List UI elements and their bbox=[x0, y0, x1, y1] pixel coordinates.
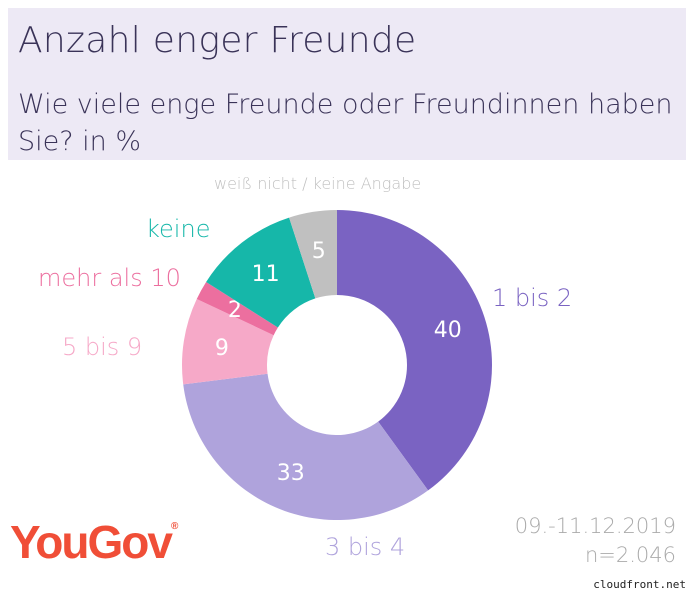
slice-value-0: 40 bbox=[434, 318, 462, 343]
survey-date: 09.-11.12.2019 bbox=[514, 514, 676, 538]
chart-title: Anzahl enger Freunde bbox=[18, 20, 417, 61]
title-box: Anzahl enger Freunde Wie viele enge Freu… bbox=[8, 8, 686, 160]
slice-value-5: 5 bbox=[312, 239, 326, 264]
yougov-logo: YouGov® bbox=[10, 516, 179, 568]
label-mehr-als-10: mehr als 10 bbox=[38, 264, 181, 292]
label-weiss-nicht: weiß nicht / keine Angabe bbox=[214, 174, 422, 193]
label-3-bis-4: 3 bis 4 bbox=[325, 533, 406, 561]
slice-value-1: 33 bbox=[277, 461, 305, 486]
label-5-bis-9: 5 bis 9 bbox=[62, 333, 143, 361]
slice-1 bbox=[183, 373, 429, 521]
chart-subtitle: Wie viele enge Freunde oder Freundinnen … bbox=[18, 89, 673, 157]
sample-size: n=2.046 bbox=[584, 543, 676, 567]
slice-0 bbox=[337, 210, 492, 491]
survey-meta: 09.-11.12.2019 n=2.046 bbox=[515, 512, 676, 570]
label-keine: keine bbox=[146, 215, 211, 243]
label-1-bis-2: 1 bis 2 bbox=[492, 284, 573, 312]
slice-4 bbox=[206, 217, 316, 328]
source-watermark: cloudfront.net bbox=[593, 578, 686, 591]
logo-text: YouGov bbox=[10, 516, 173, 568]
slice-value-3: 2 bbox=[228, 298, 242, 323]
slice-5 bbox=[289, 210, 337, 299]
slice-2 bbox=[181, 299, 274, 385]
slice-3 bbox=[196, 281, 278, 336]
slice-value-2: 9 bbox=[215, 336, 229, 361]
slice-value-4: 11 bbox=[252, 262, 280, 287]
